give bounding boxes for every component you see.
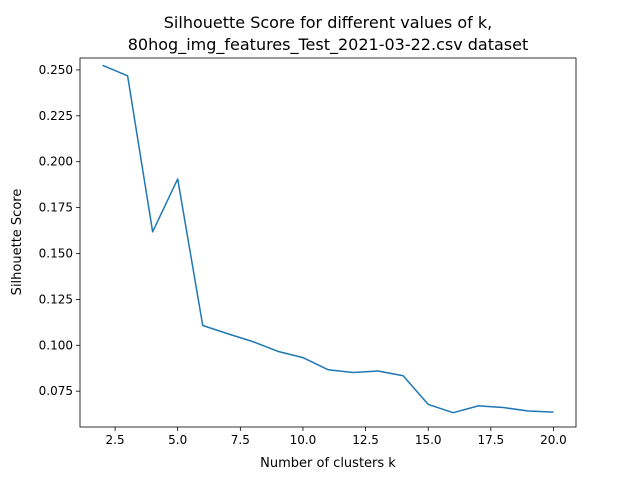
plot-area: 2.5 5.0 7.5 10.0 12.5 15.0 17.5 20.0 0.075 0.100 0… — [39, 57, 577, 447]
x-tick-label: 2.5 — [106, 433, 125, 447]
axes-frame — [79, 57, 577, 428]
chart-title-line-2: 80hog_img_features_Test_2021-03-22.csv d… — [128, 35, 529, 55]
chart-title-line-1: Silhouette Score for different values of… — [164, 13, 492, 32]
series-line-0 — [102, 64, 554, 414]
x-tick-label: 5.0 — [168, 433, 187, 447]
y-tick-label: 0.225 — [39, 109, 73, 123]
y-tick-label: 0.175 — [39, 201, 73, 215]
x-tick-label: 20.0 — [540, 433, 567, 447]
x-tick-label: 15.0 — [415, 433, 442, 447]
x-tick-label: 17.5 — [477, 433, 504, 447]
x-tick-label: 10.0 — [290, 433, 317, 447]
y-tick-label: 0.125 — [39, 292, 73, 306]
y-tick-label: 0.200 — [39, 155, 73, 169]
x-tick-label: 12.5 — [352, 433, 379, 447]
x-tick-label: 7.5 — [231, 433, 250, 447]
y-tick-label: 0.075 — [39, 384, 73, 398]
y-tick-label: 0.250 — [39, 63, 73, 77]
x-axis-label: Number of clusters k — [260, 456, 396, 471]
y-tick-label: 0.150 — [39, 247, 73, 261]
y-axis-label: Silhouette Score — [10, 189, 25, 296]
y-tick-label: 0.100 — [39, 338, 73, 352]
